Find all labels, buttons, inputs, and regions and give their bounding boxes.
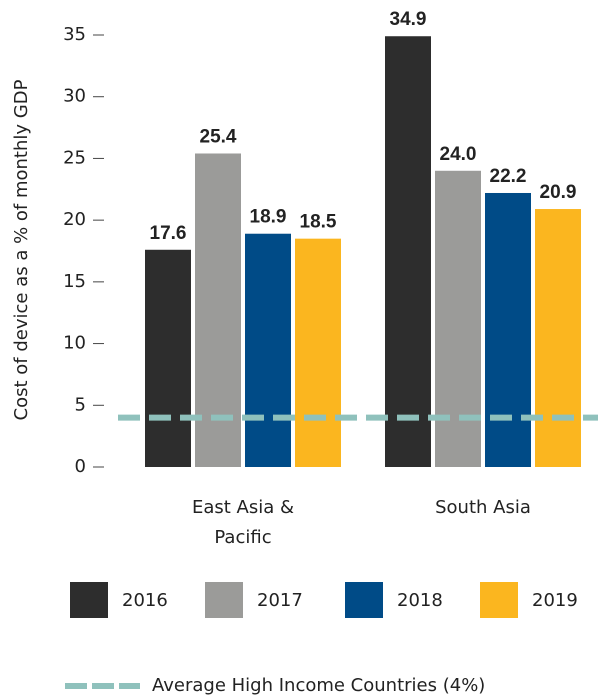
legend-swatch (205, 582, 243, 618)
legend-label: 2019 (532, 590, 578, 611)
value-label: 22.2 (490, 166, 527, 187)
bar (385, 36, 431, 468)
bar (535, 209, 581, 467)
legend-swatch (70, 582, 108, 618)
legend-label: 2016 (122, 590, 168, 611)
x-tick-label-box: East Asia & Pacific (191, 497, 295, 548)
value-label: 24.0 (440, 144, 477, 165)
bar (295, 238, 341, 467)
value-label: 18.9 (250, 207, 287, 228)
x-tick-label-box: South Asia (435, 497, 531, 518)
bar (435, 170, 481, 467)
y-tick-label: 35 (63, 24, 86, 45)
y-tick-label: 10 (63, 333, 86, 354)
y-tick-label: 0 (75, 456, 86, 477)
x-tick-label: East Asia & Pacific (191, 497, 295, 548)
y-tick-label: 20 (63, 209, 86, 230)
legend-swatch (480, 582, 518, 618)
y-tick-label: 15 (63, 271, 86, 292)
value-label: 17.6 (150, 223, 187, 244)
legend-swatch (345, 582, 383, 618)
bar (145, 249, 191, 467)
bar (485, 192, 531, 467)
legend-reference-label: Average High Income Countries (4%) (152, 675, 485, 696)
value-label: 20.9 (540, 182, 577, 203)
value-label: 25.4 (200, 127, 237, 148)
value-label: 18.5 (300, 212, 337, 233)
bar (245, 233, 291, 467)
y-tick-label: 30 (63, 86, 86, 107)
value-label: 34.9 (390, 9, 427, 30)
y-tick-label: 5 (75, 394, 86, 415)
y-axis-label: Cost of device as a % of monthly GDP (11, 79, 32, 420)
legend-label: 2017 (257, 590, 303, 611)
x-tick-label: South Asia (435, 497, 531, 518)
legend-label: 2018 (397, 590, 443, 611)
y-tick-label: 25 (63, 147, 86, 168)
